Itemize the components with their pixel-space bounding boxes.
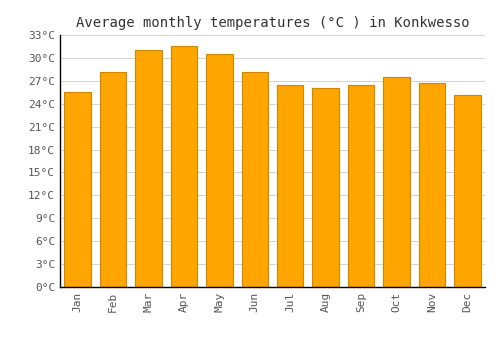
Title: Average monthly temperatures (°C ) in Konkwesso: Average monthly temperatures (°C ) in Ko… <box>76 16 469 30</box>
Bar <box>277 85 303 287</box>
Bar <box>170 47 197 287</box>
Bar <box>418 83 445 287</box>
Bar <box>206 54 233 287</box>
Bar <box>312 89 339 287</box>
Bar <box>383 77 409 287</box>
Bar <box>454 94 480 287</box>
Bar <box>348 85 374 287</box>
Bar <box>136 50 162 287</box>
Bar <box>64 92 91 287</box>
Bar <box>242 72 268 287</box>
Bar <box>100 72 126 287</box>
